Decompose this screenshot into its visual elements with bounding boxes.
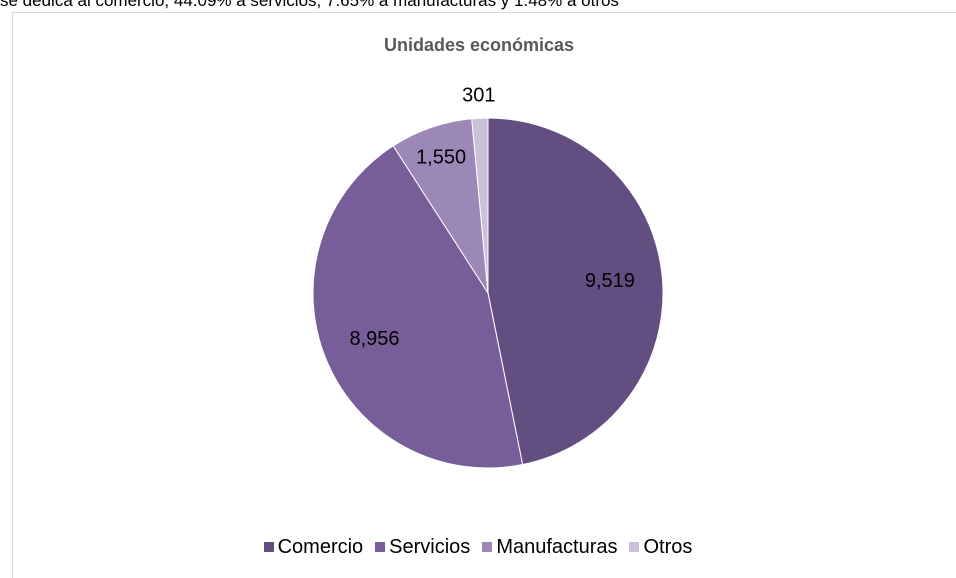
legend-swatch-otros bbox=[629, 542, 640, 552]
pie-slice-servicios bbox=[312, 145, 524, 469]
legend-item-otros: Otros bbox=[629, 536, 692, 559]
partial-paragraph-text: se dedica al comercio; 44.09% a servicio… bbox=[0, 0, 619, 10]
legend-item-servicios: Servicios bbox=[375, 536, 470, 559]
chart-legend: Comercio Servicios Manufacturas Otros bbox=[0, 536, 956, 559]
legend-label-otros: Otros bbox=[643, 536, 693, 558]
pie-slice-comercio bbox=[487, 117, 664, 466]
legend-label-comercio: Comercio bbox=[277, 536, 364, 558]
legend-swatch-manufacturas bbox=[482, 542, 493, 552]
legend-swatch-comercio bbox=[263, 542, 274, 552]
legend-item-manufacturas: Manufacturas bbox=[482, 536, 617, 559]
chart-title: Unidades económicas bbox=[383, 35, 575, 55]
data-label-manufacturas: 1,550 bbox=[416, 146, 466, 168]
legend-label-manufacturas: Manufacturas bbox=[496, 536, 618, 558]
legend-item-comercio: Comercio bbox=[263, 536, 364, 559]
data-label-servicios: 8,956 bbox=[349, 328, 399, 350]
data-label-comercio: 9,519 bbox=[585, 270, 635, 292]
data-label-otros: 301 bbox=[462, 85, 495, 107]
pie-slice-otros bbox=[471, 117, 489, 294]
legend-swatch-servicios bbox=[375, 542, 386, 552]
legend-label-servicios: Servicios bbox=[389, 536, 471, 558]
